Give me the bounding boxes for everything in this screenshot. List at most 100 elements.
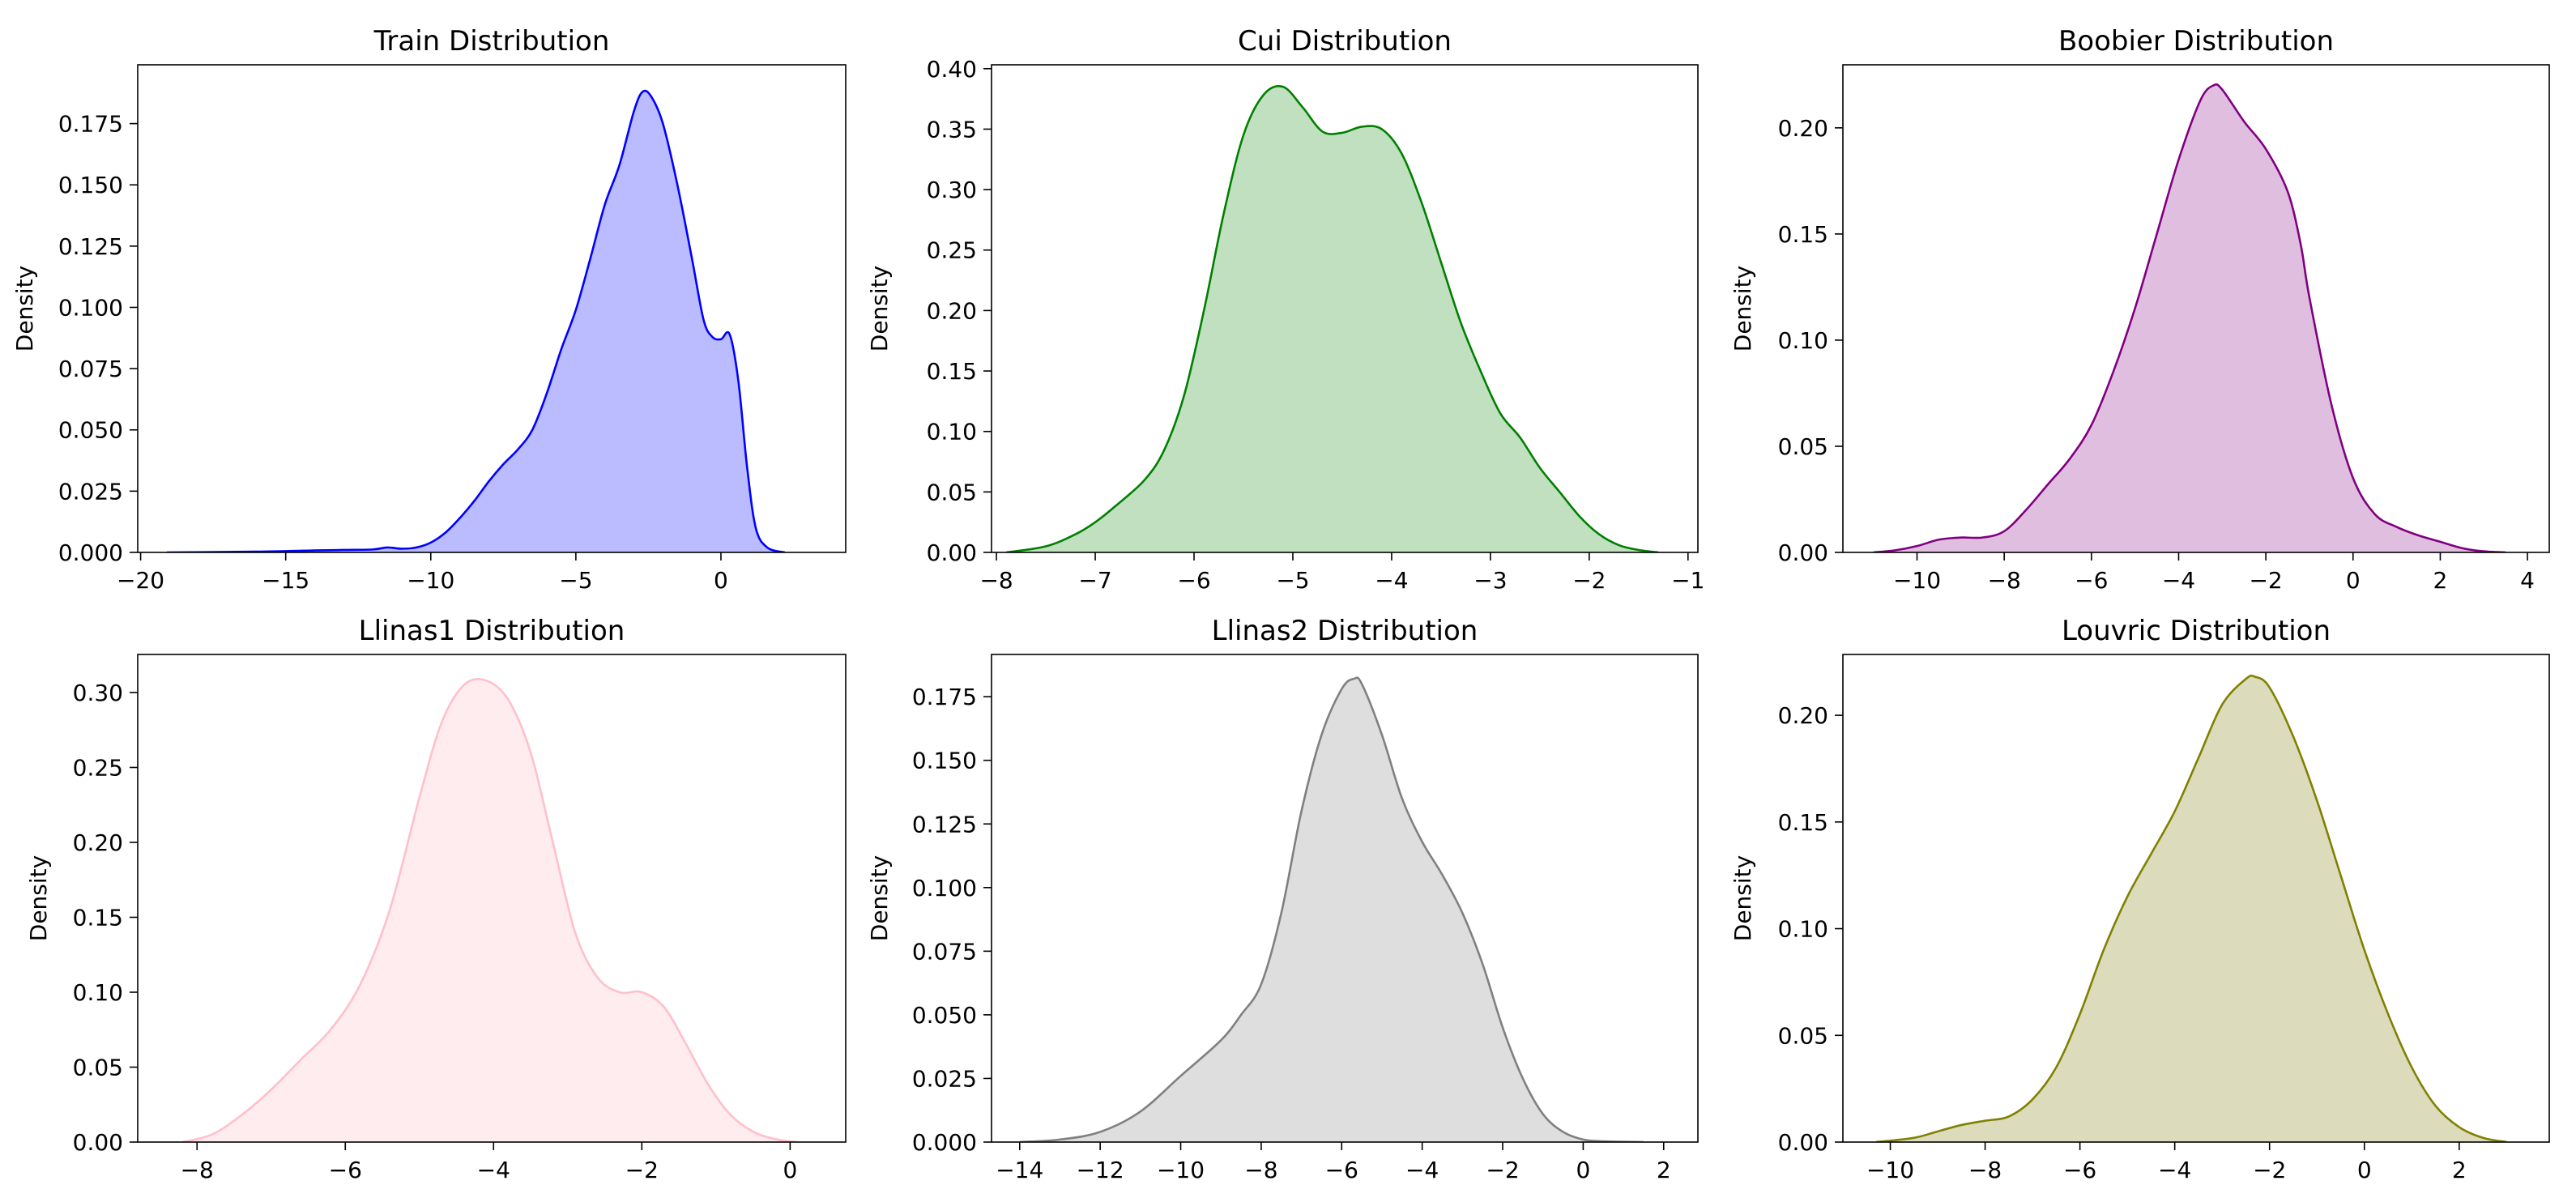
- y-axis-label: Density: [25, 855, 52, 941]
- x-tick-label: −4: [477, 1157, 510, 1183]
- y-axis-label: Density: [11, 266, 38, 352]
- x-tick-label: −3: [1474, 567, 1507, 594]
- y-tick-label: 0.00: [1778, 539, 1828, 566]
- plot-area: [1873, 83, 2506, 552]
- plot-area: [181, 678, 798, 1142]
- x-tick-label: −6: [329, 1157, 362, 1183]
- density-area: [1873, 84, 2506, 552]
- y-tick-label: 0.050: [912, 1002, 977, 1029]
- y-tick-label: 0.050: [58, 417, 123, 444]
- x-tick-label: 4: [2520, 567, 2535, 594]
- subplot-6: −10 −8 −6 −4 −2 0 2 0.00 0.05 0.10 0.15 0.20 Louvric…: [1729, 615, 2550, 1183]
- y-tick-label: 0.30: [73, 680, 123, 706]
- x-tick-label: −6: [1325, 1157, 1358, 1183]
- subplot-2: −8 −7 −6 −5 −4 −3 −2 −1 0.00 0.05 0.10 0.15 0.20 0.25…: [866, 25, 1704, 594]
- subplot-4: −8 −6 −4 −2 0 0.00 0.05 0.10 0.15 0.20 0.25 0.30 Lli…: [25, 615, 847, 1183]
- y-tick-label: 0.40: [927, 56, 977, 83]
- y-tick-label: 0.20: [73, 829, 123, 856]
- y-tick-label: 0.20: [1778, 702, 1828, 729]
- x-tick-label: 0: [2357, 1157, 2372, 1183]
- y-tick-label: 0.15: [1778, 221, 1828, 248]
- x-tick-label: −2: [625, 1157, 659, 1183]
- y-tick-label: 0.05: [927, 479, 977, 505]
- y-axis-label: Density: [1729, 855, 1756, 941]
- x-tick-label: 0: [783, 1157, 797, 1183]
- x-tick-label: −2: [1486, 1157, 1519, 1183]
- y-tick-label: 0.10: [927, 419, 977, 445]
- x-tick-label: 2: [2433, 567, 2448, 594]
- x-tick-label: −10: [407, 567, 454, 594]
- y-tick-label: 0.000: [58, 539, 123, 566]
- x-tick-label: −2: [1572, 567, 1606, 594]
- x-tick-label: −2: [2253, 1157, 2286, 1183]
- density-area: [181, 679, 798, 1142]
- subplot-title: Louvric Distribution: [2062, 615, 2331, 647]
- density-line: [1873, 83, 2506, 552]
- y-tick-label: 0.05: [1778, 433, 1828, 460]
- x-tick-label: −12: [1077, 1157, 1124, 1183]
- x-tick-label: 2: [1657, 1157, 1671, 1183]
- x-tick-label: −7: [1078, 567, 1111, 594]
- x-tick-label: −4: [1375, 567, 1408, 594]
- y-tick-label: 0.05: [73, 1054, 123, 1081]
- x-tick-label: −5: [559, 567, 592, 594]
- subplot-title: Train Distribution: [373, 25, 610, 58]
- y-tick-label: 0.175: [58, 111, 123, 138]
- y-tick-label: 0.10: [1778, 327, 1828, 354]
- y-tick-label: 0.00: [1778, 1129, 1828, 1156]
- subplot-title: Cui Distribution: [1238, 25, 1452, 58]
- x-tick-label: −6: [2075, 567, 2108, 594]
- y-axis-label: Density: [866, 266, 893, 352]
- axes-frame: [137, 654, 847, 1143]
- y-tick-label: 0.15: [927, 358, 977, 385]
- x-tick-label: −4: [1405, 1157, 1439, 1183]
- y-tick-label: 0.125: [58, 233, 123, 260]
- x-tick-label: −2: [2249, 567, 2282, 594]
- axes-frame: [137, 64, 847, 553]
- y-tick-label: 0.075: [912, 938, 977, 965]
- y-tick-label: 0.125: [912, 811, 977, 838]
- plot-area: [166, 89, 786, 552]
- axes-frame: [991, 654, 1699, 1143]
- x-tick-label: −6: [1177, 567, 1210, 594]
- subplot-1: −20 −15 −10 −5 0 0.000 0.025 0.050 0.075 0.100 0.1…: [11, 25, 847, 594]
- x-tick-label: −4: [2162, 567, 2195, 594]
- x-tick-label: 0: [714, 567, 728, 594]
- y-tick-label: 0.075: [58, 356, 123, 382]
- y-tick-label: 0.10: [73, 979, 123, 1006]
- density-line: [1875, 674, 2507, 1142]
- y-tick-label: 0.30: [927, 177, 977, 203]
- plot-area: [1006, 85, 1659, 552]
- y-tick-label: 0.15: [73, 904, 123, 931]
- subplot-title: Llinas1 Distribution: [359, 615, 625, 647]
- x-tick-label: −10: [1157, 1157, 1205, 1183]
- density-line: [1019, 676, 1644, 1142]
- subplot-title: Boobier Distribution: [2058, 25, 2334, 58]
- y-tick-label: 0.15: [1778, 809, 1828, 836]
- x-tick-label: −14: [996, 1157, 1043, 1183]
- x-tick-label: −6: [2063, 1157, 2096, 1183]
- x-tick-label: −8: [1244, 1157, 1277, 1183]
- x-tick-label: −4: [2158, 1157, 2191, 1183]
- x-tick-label: −8: [979, 567, 1013, 594]
- subplot-3: −10 −8 −6 −4 −2 0 2 4 0.00 0.05 0.10 0.15 0.20 Boobie…: [1729, 25, 2550, 594]
- y-tick-label: 0.20: [927, 297, 977, 324]
- density-area: [1875, 676, 2507, 1142]
- x-tick-label: 0: [1576, 1157, 1590, 1183]
- density-area: [166, 91, 785, 552]
- density-area: [1019, 677, 1644, 1142]
- density-line: [166, 89, 786, 552]
- density-area: [1006, 86, 1659, 552]
- y-tick-label: 0.100: [58, 294, 123, 321]
- axes-frame: [1842, 654, 2550, 1143]
- y-axis-label: Density: [866, 855, 893, 941]
- y-tick-label: 0.10: [1778, 916, 1828, 943]
- x-tick-label: −20: [117, 567, 164, 594]
- y-tick-label: 0.150: [58, 172, 123, 198]
- x-tick-label: −5: [1276, 567, 1309, 594]
- x-tick-label: 2: [2452, 1157, 2467, 1183]
- y-tick-label: 0.25: [927, 237, 977, 264]
- axes-frame: [1842, 64, 2550, 553]
- y-tick-label: 0.100: [912, 875, 977, 902]
